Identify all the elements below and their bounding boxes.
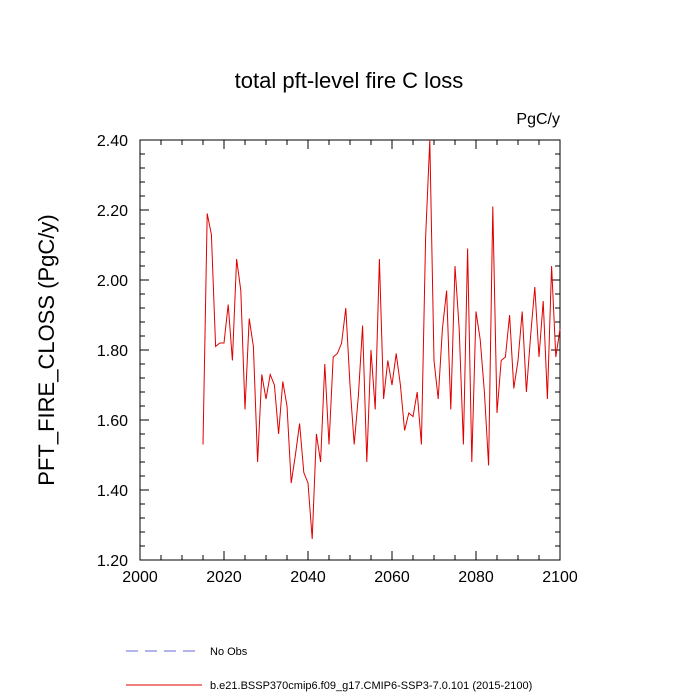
x-tick-label: 2040 [290, 569, 326, 586]
y-axis-label: PFT_FIRE_CLOSS (PgC/y) [34, 214, 59, 485]
y-tick-label: 2.00 [97, 273, 128, 290]
y-tick-label: 1.40 [97, 483, 128, 500]
x-tick-label: 2100 [542, 569, 578, 586]
x-tick-label: 2020 [206, 569, 242, 586]
y-tick-label: 2.40 [97, 133, 128, 150]
y-tick-label: 1.60 [97, 413, 128, 430]
legend-label: b.e21.BSSP370cmip6.f09_g17.CMIP6-SSP3-7.… [210, 680, 532, 692]
chart-title: total pft-level fire C loss [235, 68, 464, 93]
legend: No Obs b.e21.BSSP370cmip6.f09_g17.CMIP6-S… [126, 646, 532, 692]
y-tick-label: 1.80 [97, 343, 128, 360]
x-tick-label: 2060 [374, 569, 410, 586]
plot-frame [139, 139, 561, 561]
series-line [202, 139, 561, 540]
series-group [202, 139, 561, 540]
legend-label: No Obs [210, 646, 248, 658]
x-tick-label: 2000 [122, 569, 158, 586]
x-axis-ticks: 2000 2020 2040 2060 2080 2100 [122, 140, 578, 586]
y-axis-ticks: 1.20 1.40 1.60 1.80 2.00 2.20 2.40 [97, 133, 560, 570]
y-tick-label: 2.20 [97, 203, 128, 220]
units-label: PgC/y [516, 111, 560, 128]
y-tick-label: 1.20 [97, 553, 128, 570]
x-tick-label: 2080 [458, 569, 494, 586]
